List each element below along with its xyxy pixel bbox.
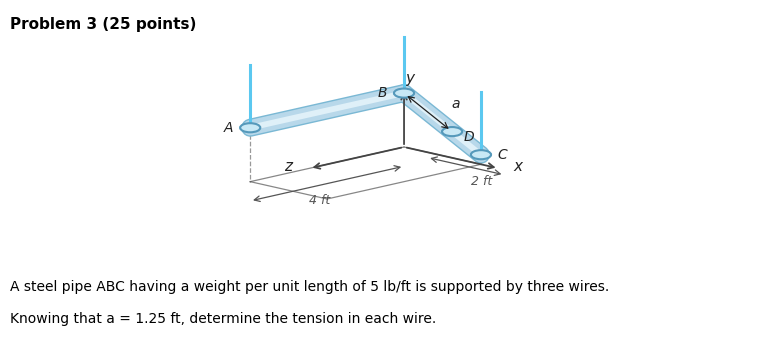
Text: x: x	[514, 159, 522, 174]
Circle shape	[442, 127, 462, 136]
Circle shape	[240, 123, 260, 132]
Text: 4 ft: 4 ft	[308, 194, 330, 207]
Text: B: B	[378, 86, 387, 100]
Text: Knowing that a = 1.25 ft, determine the tension in each wire.: Knowing that a = 1.25 ft, determine the …	[10, 312, 437, 326]
Text: z: z	[284, 159, 292, 174]
Text: 2 ft: 2 ft	[471, 175, 492, 188]
Text: y: y	[406, 71, 415, 86]
Text: Problem 3 (25 points): Problem 3 (25 points)	[10, 18, 197, 33]
Text: a: a	[451, 97, 459, 111]
Text: D: D	[464, 130, 475, 144]
Text: A: A	[224, 121, 233, 135]
Text: C: C	[498, 148, 507, 162]
Circle shape	[394, 89, 414, 98]
Circle shape	[471, 150, 491, 159]
Text: A steel pipe ABC having a weight per unit length of 5 lb/ft is supported by thre: A steel pipe ABC having a weight per uni…	[10, 280, 609, 294]
